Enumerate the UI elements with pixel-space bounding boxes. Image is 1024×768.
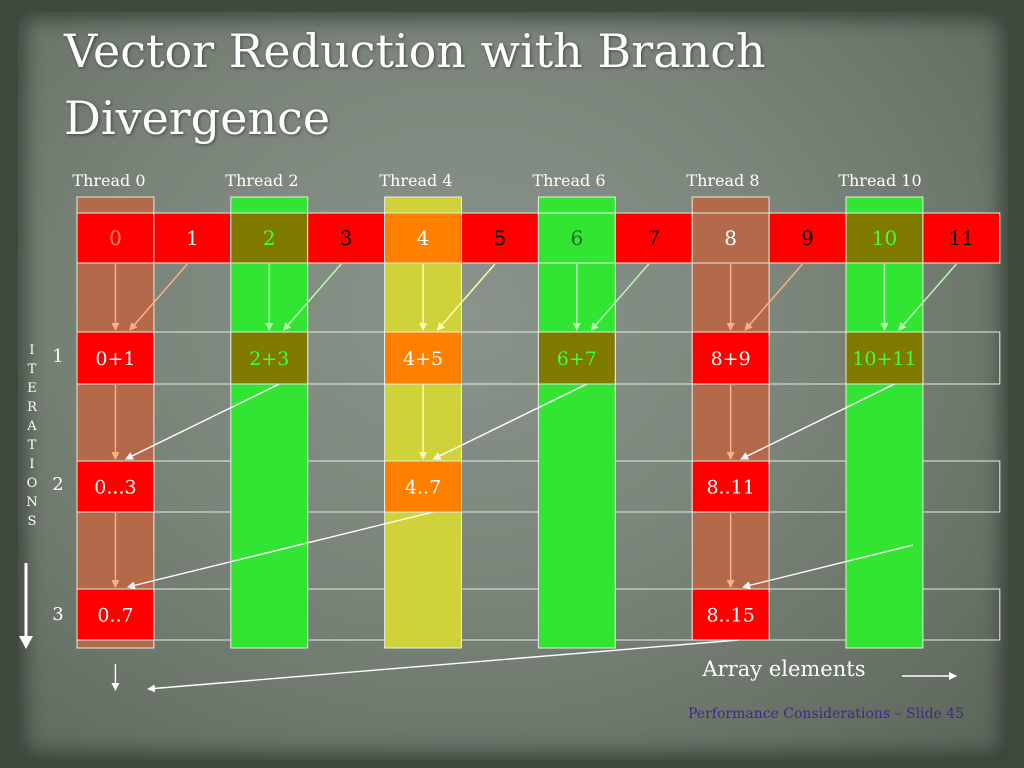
- reduction-arrow: [898, 263, 957, 331]
- cell: [384, 212, 463, 264]
- arrows: [111, 263, 957, 693]
- title-line-1: Vector Reduction with Branch: [64, 24, 766, 78]
- cell-label: 4+5: [403, 348, 443, 370]
- iterations-letter: I: [29, 457, 34, 472]
- iteration-number: 1: [52, 346, 63, 367]
- cell-label: 11: [949, 226, 974, 250]
- reduction-arrow: [129, 263, 188, 331]
- thread-label: Thread 10: [838, 171, 921, 190]
- thread-label: Thread 0: [72, 171, 145, 190]
- cell-label: 9: [801, 226, 814, 250]
- cell: [76, 331, 155, 385]
- slide-paper-panel: [18, 12, 1008, 760]
- iterations-axis: I T E R A T I O N S 1 2 3: [19, 343, 64, 649]
- cell: [384, 331, 463, 385]
- cell: [230, 331, 309, 385]
- cell: [845, 212, 924, 264]
- cell: [76, 460, 155, 513]
- cell-label: 7: [647, 226, 660, 250]
- reduction-arrow: [742, 544, 914, 590]
- iterations-letter: O: [27, 476, 38, 491]
- cell-label: 4: [417, 226, 430, 250]
- iterations-letter: A: [26, 419, 37, 434]
- iterations-letter: I: [29, 343, 34, 358]
- cell-label: 0: [109, 226, 122, 250]
- reduction-arrow: [432, 383, 588, 460]
- cell: [691, 460, 770, 513]
- thread-column: [845, 196, 924, 649]
- cell: [691, 212, 770, 264]
- reduction-arrow: [283, 263, 342, 331]
- cell: [922, 212, 1001, 264]
- cell: [537, 212, 616, 264]
- thread-label: Thread 4: [379, 171, 452, 190]
- cell: [768, 212, 847, 264]
- cell: [537, 331, 616, 385]
- thread-columns: [76, 196, 924, 649]
- reduction-arrow: [744, 263, 804, 331]
- cell-label: 2: [263, 226, 276, 250]
- reduction-arrow: [125, 383, 280, 460]
- cell: [153, 212, 232, 264]
- cell: [384, 460, 463, 513]
- cell-label: 6: [570, 226, 583, 250]
- cell-label: 10: [872, 226, 897, 250]
- array-elements-legend: Array elements: [702, 657, 957, 681]
- reduction-arrow: [590, 263, 650, 331]
- reduction-arrow: [147, 639, 739, 693]
- reduction-arrow: [126, 511, 434, 590]
- iterations-letter: T: [28, 438, 37, 453]
- reduction-arrow: [436, 263, 496, 331]
- thread-label: Thread 2: [225, 171, 298, 190]
- cell: [614, 212, 693, 264]
- iterations-letter: E: [27, 381, 37, 396]
- cell-label: 1: [186, 226, 199, 250]
- cell-label: 0+1: [95, 348, 135, 370]
- cell: [230, 212, 309, 264]
- thread-label: Thread 6: [532, 171, 605, 190]
- array-elements-label: Array elements: [702, 657, 866, 681]
- cell-label: 6+7: [557, 348, 597, 370]
- iterations-arrow-head: [19, 636, 33, 649]
- thread-labels: Thread 0 Thread 2 Thread 4 Thread 6 Thre…: [72, 171, 921, 190]
- cell-label: 10+11: [852, 348, 916, 370]
- iteration-number: 3: [52, 604, 63, 625]
- iteration-number: 2: [52, 474, 63, 495]
- cell-label: 0...3: [94, 477, 136, 499]
- slide-footer: Performance Considerations – Slide 45: [688, 706, 965, 722]
- cell-label: 8..15: [706, 605, 754, 627]
- iterations-letter: R: [27, 400, 38, 415]
- title-line-2: Divergence: [64, 90, 331, 145]
- slide-title: Vector Reduction with Branch Divergence: [64, 18, 824, 151]
- reduction-arrow: [740, 383, 895, 460]
- cell-label: 8: [724, 226, 737, 250]
- cell: [76, 212, 155, 264]
- cell-label: 8+9: [711, 348, 751, 370]
- thread-label: Thread 8: [686, 171, 759, 190]
- cell-label: 3: [340, 226, 353, 250]
- cell: [76, 588, 155, 641]
- cell-label: 8..11: [706, 477, 754, 499]
- cell: [845, 331, 924, 385]
- iterations-letter: T: [28, 362, 37, 377]
- cell: [307, 212, 386, 264]
- iterations-letter: S: [28, 514, 37, 529]
- cell-label: 2+3: [249, 348, 289, 370]
- cell-label: 0..7: [97, 605, 133, 627]
- iterations-letter: N: [26, 495, 37, 510]
- cell-label: 4..7: [405, 477, 441, 499]
- cell-label: 5: [494, 226, 507, 250]
